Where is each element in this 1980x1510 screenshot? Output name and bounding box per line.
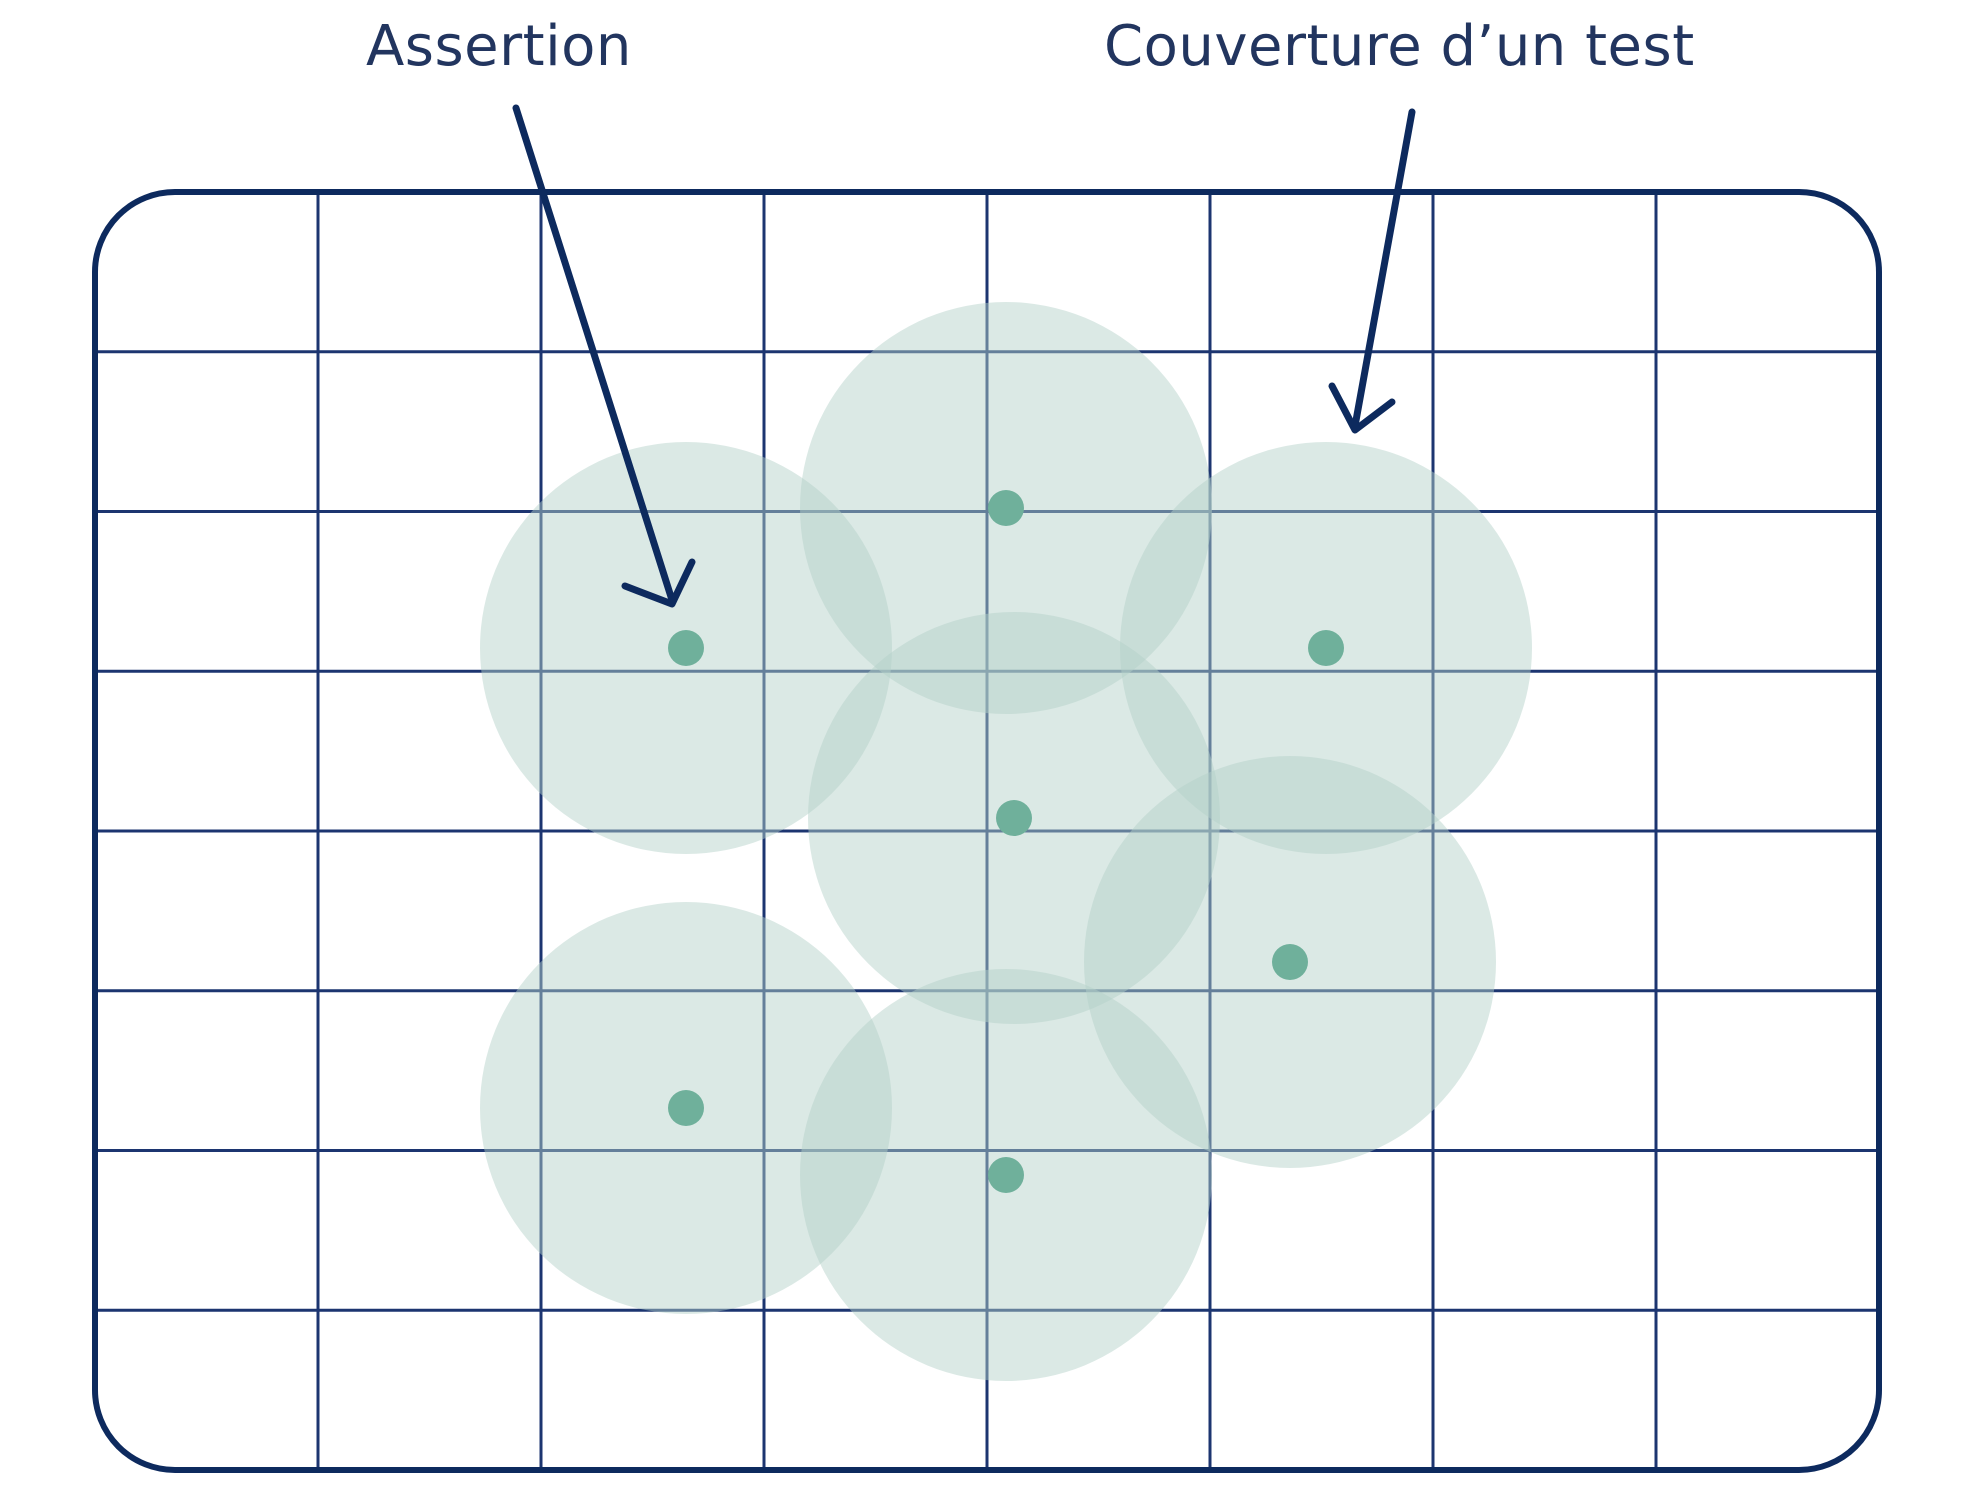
assertion-dots [668,490,1344,1193]
test-coverage-label: Couverture d’un test [1104,14,1695,79]
test-coverage-arrow [1328,108,1416,434]
assertion-dot [996,800,1032,836]
arrows [512,104,1416,608]
assertion-dot [1308,630,1344,666]
assertion-dot [1272,944,1308,980]
assertion-dot [668,1090,704,1126]
assertion-label: Assertion [366,14,632,79]
grid-lines [95,192,1879,1470]
assertion-arrow [512,104,696,608]
assertion-dot [988,1157,1024,1193]
input-space-frame [92,189,1882,1473]
assertion-dot [988,490,1024,526]
coverage-areas [480,302,1532,1381]
assertion-dot [668,630,704,666]
